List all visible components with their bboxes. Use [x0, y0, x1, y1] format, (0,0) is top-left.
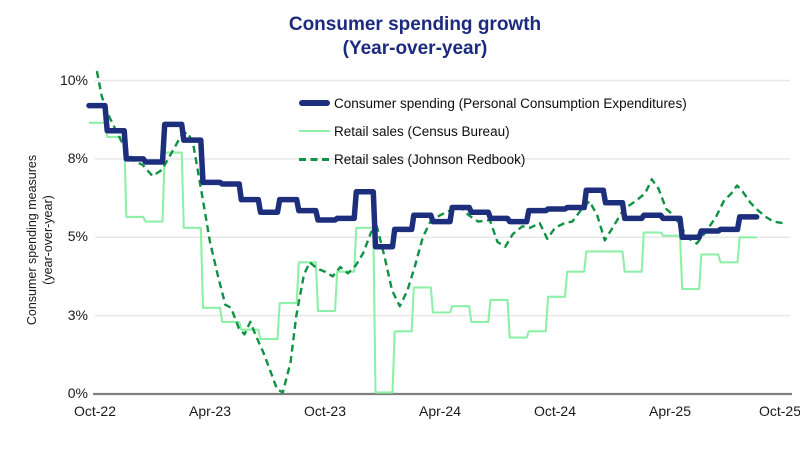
y-tick-label: 8% — [67, 149, 88, 166]
legend-label: Retail sales (Census Bureau) — [334, 123, 510, 139]
legend-label: Retail sales (Johnson Redbook) — [334, 151, 526, 167]
x-tick-label: Apr-24 — [418, 403, 462, 419]
chart-title-line2: (Year-over-year) — [342, 38, 488, 60]
line-consumer-spending-pce — [86, 102, 760, 250]
line-retail-sales-redbook — [95, 70, 784, 394]
y-tick-label: 0% — [67, 385, 88, 401]
x-tick-label: Apr-25 — [648, 403, 692, 419]
legend-swatch-icon — [299, 100, 330, 106]
y-tick-label: 5% — [67, 228, 88, 245]
chart-title: Consumer spending growth (Year-over-year… — [40, 13, 790, 62]
x-tick-label: Oct-23 — [303, 403, 347, 419]
x-tick-label: Oct-24 — [533, 403, 577, 419]
legend-item: Retail sales (Census Bureau) — [299, 117, 687, 145]
y-tick-label: 3% — [67, 306, 88, 323]
chart-title-line1: Consumer spending growth — [288, 14, 542, 35]
line-retail-sales-census — [89, 121, 757, 394]
legend-item: Consumer spending (Personal Consumption … — [299, 89, 687, 117]
legend-item: Retail sales (Johnson Redbook) — [299, 145, 687, 173]
legend: Consumer spending (Personal Consumption … — [299, 89, 687, 173]
x-tick-label: Oct-25 — [758, 403, 800, 419]
x-tick-label: Apr-23 — [188, 403, 232, 419]
legend-swatch-icon — [299, 157, 330, 161]
legend-swatch-icon — [299, 130, 330, 132]
x-tick-label: Oct-22 — [73, 403, 117, 419]
legend-label: Consumer spending (Personal Consumption … — [334, 95, 687, 111]
y-tick-label: 10% — [59, 71, 88, 88]
